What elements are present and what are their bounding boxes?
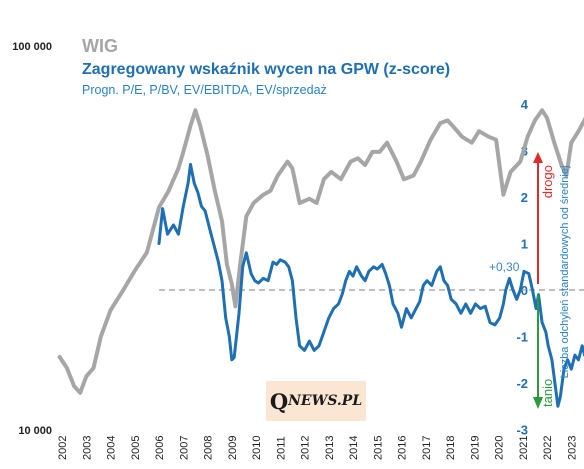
logo-q-letter: Q [269,388,289,414]
expensive-label: drogo [540,165,555,198]
x-tick-label: 2013 [324,436,336,460]
x-tick-label: 2017 [421,436,433,460]
logo-text: NEWS.PL [288,393,363,409]
right-axis-label: Liczba odchyleń standardowych od średnie… [559,166,571,379]
x-tick-label: 2020 [494,436,506,460]
x-tick-label: 2011 [275,436,287,460]
x-tick-label: 2005 [130,436,142,460]
x-tick-label: 2009 [227,436,239,460]
zscore-series-line [157,162,584,408]
x-axis-ticks: 2002 2003 2004 2005 2006 2007 2008 2009 2010 2011… [57,436,578,460]
right-tick-label: -2 [516,376,528,391]
x-tick-label: 2006 [154,436,166,460]
cheap-arrow-head [533,397,543,409]
x-tick-label: 2023 [566,436,578,460]
x-tick-label: 2019 [469,436,481,460]
x-tick-label: 2015 [372,436,384,460]
x-tick-label: 2002 [57,436,69,460]
wig-series-label: WIG [82,36,118,56]
cheap-label: tanio [540,379,555,407]
left-tick-label: 100 000 [12,41,52,53]
left-axis-ticks: 100 000 10 000 [12,41,52,437]
x-tick-label: 2012 [300,436,312,460]
right-tick-label: -1 [516,330,528,345]
x-tick-label: 2004 [106,436,118,460]
x-tick-label: 2022 [542,436,554,460]
qnews-logo: Q NEWS.PL [266,381,366,421]
right-tick-label: 4 [521,97,529,112]
x-tick-label: 2021 [518,436,530,460]
x-tick-label: 2008 [203,436,215,460]
x-tick-label: 2003 [81,436,93,460]
right-tick-label: 1 [521,237,528,252]
right-tick-label: -3 [516,423,528,438]
expensive-arrow-head [533,152,543,163]
chart-title: Zagregowany wskaźnik wycen na GPW (z-sco… [82,61,451,78]
left-tick-label: 10 000 [18,425,52,437]
chart-subtitle: Progn. P/E, P/BV, EV/EBITDA, EV/sprzedaż [82,83,327,97]
x-tick-label: 2018 [445,436,457,460]
last-value-label: +0,30 [489,260,520,274]
x-tick-label: 2014 [348,436,360,460]
x-tick-label: 2010 [251,436,263,460]
right-tick-label: 2 [521,190,528,205]
wig-series-line [57,108,584,395]
x-tick-label: 2007 [178,436,190,460]
x-tick-label: 2016 [397,436,409,460]
